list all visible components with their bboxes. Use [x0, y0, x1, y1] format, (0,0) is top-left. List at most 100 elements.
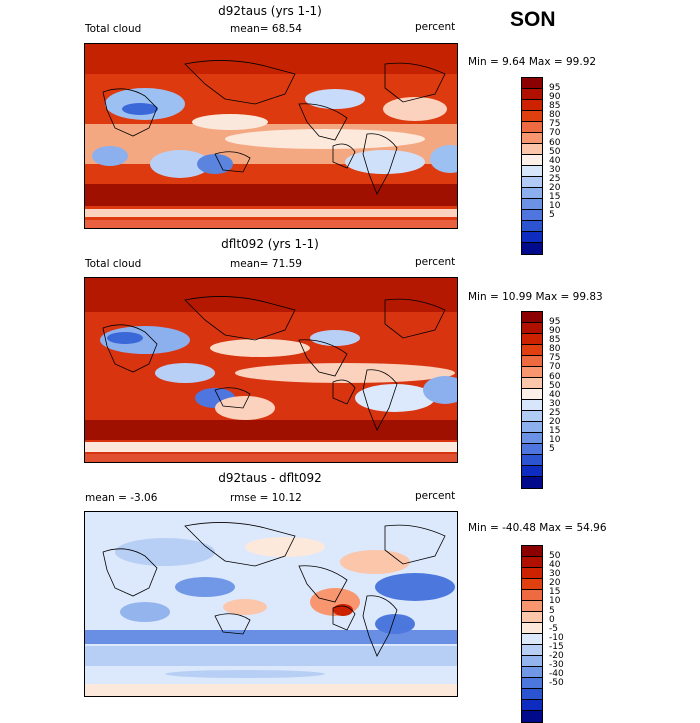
colorbar-tick-label: 5: [549, 444, 555, 454]
colorbar-swatch: [522, 601, 542, 612]
colorbar-swatch: [522, 312, 542, 323]
colorbar-swatch: [522, 199, 542, 210]
colorbar-tick-label: 80: [549, 110, 561, 120]
colorbar-swatch: [522, 221, 542, 232]
colorbar-swatch: [522, 100, 542, 111]
panel-3-rmse-label: rmse = 10.12: [230, 492, 302, 504]
colorbar-swatch: [522, 656, 542, 667]
panel-3-units-label: percent: [415, 490, 456, 502]
panel-1-units-label: percent: [415, 21, 456, 33]
colorbar-swatch: [522, 323, 542, 334]
panel-1-minmax: Min = 9.64 Max = 99.92: [468, 56, 597, 68]
colorbar-swatch: [522, 678, 542, 689]
colorbar-tick-label: 90: [549, 92, 561, 102]
colorbar-swatch: [522, 557, 542, 568]
colorbar-tick-label: 60: [549, 372, 561, 382]
panel-1-mean-label: mean= 68.54: [230, 23, 302, 35]
colorbar-tick-label: 20: [549, 183, 561, 193]
panel-2-map: [84, 277, 458, 463]
colorbar-tick-label: 50: [549, 147, 561, 157]
colorbar-swatch: [522, 634, 542, 645]
colorbar-swatch: [522, 466, 542, 477]
colorbar-tick-label: -40: [549, 669, 564, 679]
panel-2-colorbar: [521, 311, 543, 489]
colorbar-tick-label: 90: [549, 326, 561, 336]
panel-3-map: [84, 511, 458, 697]
colorbar-tick-label: 5: [549, 210, 555, 220]
colorbar-tick-label: 70: [549, 362, 561, 372]
colorbar-swatch: [522, 378, 542, 389]
colorbar-tick-label: 50: [549, 551, 561, 561]
colorbar-tick-label: 10: [549, 435, 561, 445]
colorbar-swatch: [522, 700, 542, 711]
panel-1-variable-label: Total cloud: [85, 23, 142, 35]
colorbar-tick-label: 10: [549, 596, 561, 606]
panel-2-units-label: percent: [415, 256, 456, 268]
colorbar-tick-label: 40: [549, 390, 561, 400]
panel-3-minmax: Min = -40.48 Max = 54.96: [468, 522, 607, 534]
colorbar-swatch: [522, 612, 542, 623]
colorbar-tick-label: 25: [549, 174, 561, 184]
colorbar-swatch: [522, 590, 542, 601]
colorbar-tick-label: 20: [549, 578, 561, 588]
colorbar-swatch: [522, 367, 542, 378]
colorbar-swatch: [522, 122, 542, 133]
colorbar-tick-label: 15: [549, 587, 561, 597]
colorbar-tick-label: 15: [549, 426, 561, 436]
colorbar-swatch: [522, 243, 542, 254]
colorbar-tick-label: 30: [549, 569, 561, 579]
colorbar-swatch: [522, 411, 542, 422]
colorbar-tick-label: 95: [549, 317, 561, 327]
panel-2-mean-label: mean= 71.59: [230, 258, 302, 270]
panel-2-variable-label: Total cloud: [85, 258, 142, 270]
colorbar-tick-label: 75: [549, 119, 561, 129]
colorbar-swatch: [522, 546, 542, 557]
colorbar-swatch: [522, 400, 542, 411]
colorbar-tick-label: 85: [549, 335, 561, 345]
colorbar-swatch: [522, 433, 542, 444]
panel-2-title: dflt092 (yrs 1-1): [221, 237, 319, 251]
colorbar-swatch: [522, 579, 542, 590]
colorbar-tick-label: 95: [549, 83, 561, 93]
panel-3-colorbar: [521, 545, 543, 723]
colorbar-tick-label: 70: [549, 128, 561, 138]
colorbar-tick-label: 85: [549, 101, 561, 111]
colorbar-swatch: [522, 166, 542, 177]
colorbar-tick-label: 10: [549, 201, 561, 211]
colorbar-tick-label: 25: [549, 408, 561, 418]
colorbar-swatch: [522, 645, 542, 656]
colorbar-swatch: [522, 667, 542, 678]
colorbar-swatch: [522, 133, 542, 144]
colorbar-tick-label: 40: [549, 560, 561, 570]
colorbar-swatch: [522, 623, 542, 634]
colorbar-tick-label: -30: [549, 660, 564, 670]
colorbar-swatch: [522, 455, 542, 466]
colorbar-tick-label: 20: [549, 417, 561, 427]
colorbar-swatch: [522, 188, 542, 199]
season-label: SON: [510, 8, 556, 31]
colorbar-tick-label: 80: [549, 344, 561, 354]
colorbar-tick-label: 15: [549, 192, 561, 202]
colorbar-tick-label: -20: [549, 651, 564, 661]
colorbar-tick-label: 5: [549, 606, 555, 616]
colorbar-tick-label: 40: [549, 156, 561, 166]
panel-3-mean-label: mean = -3.06: [85, 492, 158, 504]
colorbar-swatch: [522, 210, 542, 221]
colorbar-tick-label: -50: [549, 678, 564, 688]
colorbar-swatch: [522, 444, 542, 455]
colorbar-tick-label: 75: [549, 353, 561, 363]
panel-2-minmax: Min = 10.99 Max = 99.83: [468, 291, 603, 303]
colorbar-tick-label: -10: [549, 633, 564, 643]
colorbar-tick-label: 0: [549, 615, 555, 625]
colorbar-tick-label: 30: [549, 165, 561, 175]
colorbar-swatch: [522, 689, 542, 700]
panel-1-map: [84, 43, 458, 229]
colorbar-tick-label: 30: [549, 399, 561, 409]
panel-1-title: d92taus (yrs 1-1): [218, 4, 322, 18]
colorbar-swatch: [522, 78, 542, 89]
colorbar-tick-label: 50: [549, 381, 561, 391]
colorbar-swatch: [522, 89, 542, 100]
colorbar-swatch: [522, 477, 542, 488]
colorbar-swatch: [522, 568, 542, 579]
panel-1-colorbar: [521, 77, 543, 255]
